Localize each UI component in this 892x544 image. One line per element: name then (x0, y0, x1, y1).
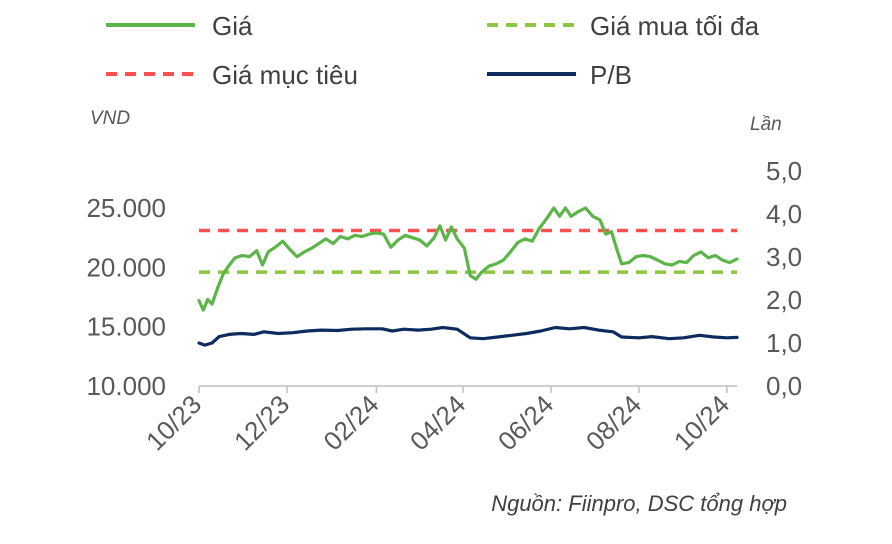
legend-label-pb: P/B (590, 60, 632, 90)
legend: Giá Giá mua tối đa Giá mục tiêu P/B (106, 11, 760, 90)
y-right-unit-label: Lần (750, 114, 782, 135)
x-tick-label: 08/24 (580, 389, 647, 456)
legend-label-gia-muc-tieu: Giá mục tiêu (212, 60, 358, 90)
y-right-tick-label: 4,0 (766, 199, 802, 229)
y-left-tick-label: 25.000 (86, 193, 166, 223)
y-right-tick-label: 3,0 (766, 242, 802, 272)
series-layer (197, 206, 739, 347)
x-tick-label: 10/24 (668, 389, 735, 456)
x-tick-label: 06/24 (492, 389, 559, 456)
y-right-tick-labels: 0,0 1,0 2,0 3,0 4,0 5,0 (766, 156, 802, 401)
x-tick-label: 04/24 (404, 389, 471, 456)
y-left-tick-label: 10.000 (86, 371, 166, 401)
series-line-gia (197, 206, 739, 312)
legend-label-gia: Giá (212, 11, 253, 41)
source-note: Nguồn: Fiinpro, DSC tổng hợp (491, 491, 787, 516)
y-right-tick-label: 1,0 (766, 328, 802, 358)
y-right-tick-label: 2,0 (766, 285, 802, 315)
y-right-tick-label: 0,0 (766, 371, 802, 401)
y-left-tick-label: 15.000 (86, 312, 166, 342)
y-left-unit-label: VND (90, 108, 130, 129)
y-right-tick-label: 5,0 (766, 156, 802, 186)
y-left-tick-label: 20.000 (86, 252, 166, 282)
x-tick-label: 02/24 (317, 389, 384, 456)
x-tick-label: 12/23 (228, 389, 295, 456)
y-left-tick-labels: 10.000 15.000 20.000 25.000 (86, 193, 166, 401)
series-line-pb (197, 325, 739, 347)
x-axis: 10/23 12/23 02/24 04/24 06/24 08/24 10/24 (140, 385, 737, 456)
legend-label-gia-mua-toi-da: Giá mua tối đa (590, 11, 760, 41)
